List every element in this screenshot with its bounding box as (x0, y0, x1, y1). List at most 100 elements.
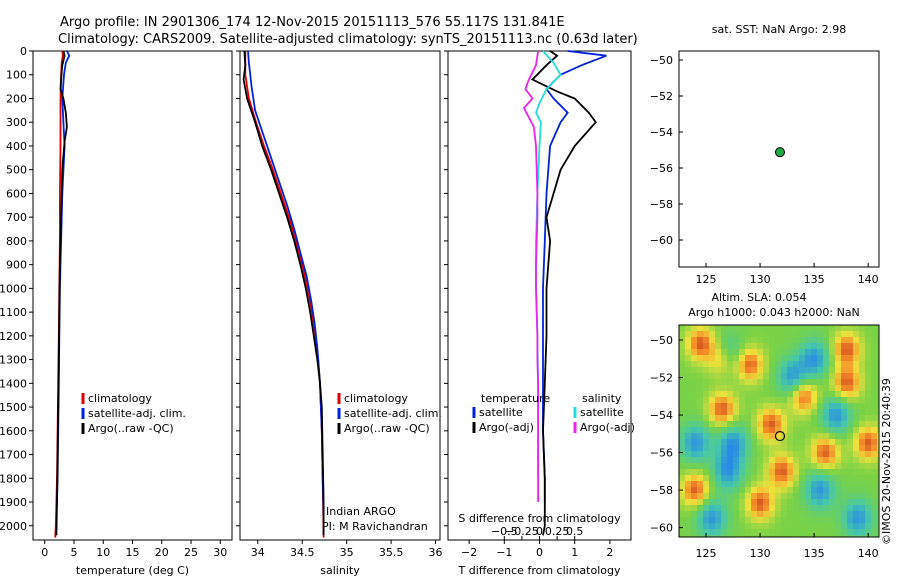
sla-cell (709, 343, 715, 349)
sla-cell (835, 415, 841, 421)
sla-cell (781, 439, 787, 445)
sla-cell (787, 451, 793, 457)
sla-cell (757, 415, 763, 421)
sla-cell (763, 391, 769, 397)
sla-cell (769, 523, 775, 529)
credit-text: ©IMOS 20-Nov-2015 20:40:39 (880, 378, 893, 545)
sla-cell (739, 367, 745, 373)
sla-cell (829, 427, 835, 433)
sla-cell (787, 481, 793, 487)
top-tick-label: 0.5 (566, 525, 584, 538)
sla-cell (865, 403, 871, 409)
sla-cell (853, 505, 859, 511)
sla-cell (679, 415, 685, 421)
sla-cell (757, 331, 763, 337)
sla-cell (871, 415, 877, 421)
sla-cell (847, 337, 853, 343)
sla-cell (733, 415, 739, 421)
sla-cell (829, 457, 835, 463)
sla-cell (841, 379, 847, 385)
sla-cell (691, 373, 697, 379)
sla-cell (769, 373, 775, 379)
sla-cell (799, 451, 805, 457)
sla-cell (841, 487, 847, 493)
sla-cell (823, 499, 829, 505)
sla-cell (811, 367, 817, 373)
sla-cell (877, 373, 879, 379)
sla-cell (841, 529, 847, 535)
sla-cell (853, 403, 859, 409)
sla-cell (823, 373, 829, 379)
sla-cell (763, 361, 769, 367)
sla-cell (841, 523, 847, 529)
sla-cell (859, 373, 865, 379)
series-line-2-0 (542, 50, 607, 502)
sla-cell (733, 481, 739, 487)
sla-cell (709, 457, 715, 463)
sla-cell (817, 499, 823, 505)
sla-cell (787, 397, 793, 403)
sla-cell (781, 481, 787, 487)
sla-cell (817, 463, 823, 469)
sla-cell (691, 349, 697, 355)
sla-cell (727, 481, 733, 487)
sla-cell (745, 451, 751, 457)
sla-cell (805, 475, 811, 481)
sla-cell (703, 463, 709, 469)
sla-cell (697, 367, 703, 373)
sla-cell (817, 373, 823, 379)
sla-cell (865, 463, 871, 469)
sla-cell (775, 421, 781, 427)
annotation-text: PI: M Ravichandran (322, 520, 428, 533)
sla-cell (793, 511, 799, 517)
sla-cell (871, 493, 877, 499)
sla-cell (847, 523, 853, 529)
sla-cell (847, 379, 853, 385)
sla-cell (823, 523, 829, 529)
sla-cell (739, 529, 745, 535)
sla-cell (865, 469, 871, 475)
sla-cell (787, 457, 793, 463)
sla-cell (787, 415, 793, 421)
sla-cell (787, 385, 793, 391)
sla-cell (799, 415, 805, 421)
sla-cell (847, 433, 853, 439)
top-tick-label: 0 (536, 525, 543, 538)
sla-cell (727, 367, 733, 373)
sla-cell (823, 457, 829, 463)
sla-cell (811, 475, 817, 481)
sla-cell (679, 505, 685, 511)
x-tick-label: 1 (571, 546, 578, 559)
sla-cell (733, 517, 739, 523)
sla-cell (805, 349, 811, 355)
sla-cell (733, 529, 739, 535)
sla-cell (823, 403, 829, 409)
sla-cell (763, 415, 769, 421)
sla-cell (691, 379, 697, 385)
sla-cell (811, 445, 817, 451)
sla-cell (775, 325, 781, 331)
sla-cell (685, 469, 691, 475)
sla-cell (817, 361, 823, 367)
sla-cell (709, 535, 715, 537)
sla-cell (691, 499, 697, 505)
sla-cell (865, 325, 871, 331)
sla-cell (853, 427, 859, 433)
sla-cell (859, 331, 865, 337)
sla-cell (799, 379, 805, 385)
sla-cell (721, 517, 727, 523)
sla-cell (871, 535, 877, 537)
sla-cell (799, 505, 805, 511)
sla-cell (751, 433, 757, 439)
sla-cell (787, 433, 793, 439)
sla-cell (829, 433, 835, 439)
sla-cell (877, 457, 879, 463)
sla-cell (841, 355, 847, 361)
sla-cell (733, 343, 739, 349)
sla-cell (781, 409, 787, 415)
sla-cell (769, 421, 775, 427)
x-tick-label: 135 (804, 273, 825, 286)
sla-cell (853, 373, 859, 379)
sla-cell (793, 331, 799, 337)
sla-cell (775, 433, 781, 439)
